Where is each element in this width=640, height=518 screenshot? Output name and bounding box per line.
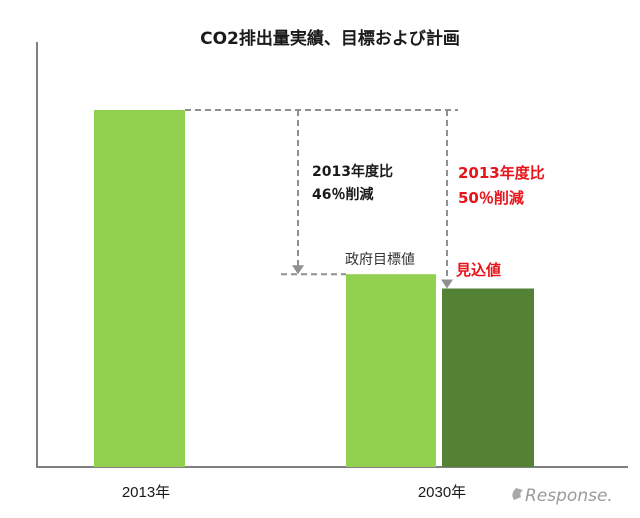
x-tick-2030: 2030年 — [418, 484, 466, 501]
chart-title: CO2排出量実績、目標および計画 — [200, 28, 460, 49]
annotation-50-line2: 50％削減 — [458, 189, 524, 207]
x-tick-2013: 2013年 — [122, 484, 170, 501]
bar-2013 — [94, 110, 185, 467]
response-logo-text: Response. — [525, 486, 613, 506]
bar-2030-forecast — [442, 288, 534, 467]
response-logo-mark — [512, 488, 523, 500]
reduction-arrow-50-head — [441, 279, 453, 289]
bar-2030-target — [346, 274, 436, 467]
bar-label-forecast: 見込値 — [455, 261, 501, 279]
bar-label-target: 政府目標値 — [345, 252, 415, 268]
annotation-46-line1: 2013年度比 — [312, 163, 393, 180]
response-logo: Response. — [512, 486, 613, 506]
annotation-50-line1: 2013年度比 — [458, 164, 545, 182]
reduction-arrow-46-head — [292, 265, 304, 275]
annotation-46-line2: 46％削減 — [312, 186, 373, 203]
